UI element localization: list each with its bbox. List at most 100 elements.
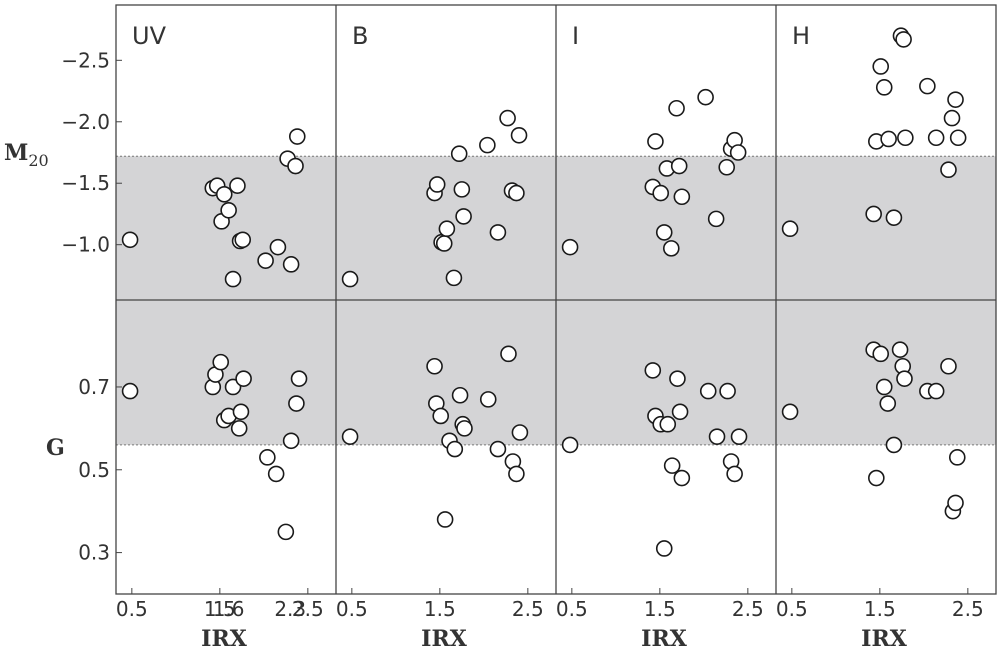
g-data-point bbox=[947, 494, 964, 512]
m20-data-point bbox=[673, 188, 691, 206]
g-tick-label: 0.7 bbox=[78, 375, 110, 399]
m20-data-point bbox=[287, 157, 304, 175]
m20-data-point bbox=[455, 208, 472, 225]
m20-tick-label: −1.0 bbox=[61, 233, 110, 257]
g-data-point bbox=[436, 511, 454, 528]
m20-data-point bbox=[499, 109, 516, 127]
x-tick-label: 1.5 bbox=[204, 597, 236, 621]
g-data-point bbox=[259, 449, 276, 466]
g-data-point bbox=[451, 386, 469, 404]
panel-band-label: I bbox=[572, 22, 579, 50]
m20-data-point bbox=[269, 238, 287, 256]
panel-band-label: B bbox=[352, 22, 368, 50]
m20-data-point bbox=[919, 77, 936, 95]
m20-data-point bbox=[234, 231, 252, 249]
x-tick-label: 1.5 bbox=[424, 597, 456, 621]
data-points bbox=[121, 27, 967, 557]
m20-data-point bbox=[865, 205, 882, 223]
y-axis-label-m20: M20 bbox=[4, 140, 49, 170]
m20-data-point bbox=[647, 133, 664, 150]
m20-data-point bbox=[341, 270, 359, 288]
x-tick-label: 0.5 bbox=[776, 597, 808, 621]
m20-data-point bbox=[288, 128, 306, 145]
x-tick-label: 2.5 bbox=[512, 597, 544, 621]
g-data-point bbox=[561, 436, 579, 454]
g-data-point bbox=[879, 395, 897, 412]
g-data-point bbox=[671, 403, 689, 421]
panel-frames bbox=[115, 4, 997, 595]
m20-data-point bbox=[781, 220, 799, 238]
g-data-point bbox=[885, 436, 903, 454]
g-data-point bbox=[230, 420, 248, 437]
m20-data-point bbox=[895, 31, 912, 48]
m20-data-point bbox=[880, 130, 897, 148]
g-data-point bbox=[875, 378, 893, 396]
m20-data-point bbox=[949, 129, 967, 147]
m20-data-point bbox=[479, 136, 496, 154]
g-data-point bbox=[267, 465, 285, 483]
g-data-point bbox=[940, 357, 957, 375]
m20-data-point bbox=[927, 129, 945, 147]
g-data-point bbox=[500, 345, 517, 363]
m20-data-point bbox=[257, 252, 274, 269]
g-data-point bbox=[896, 370, 913, 387]
g-data-point bbox=[456, 420, 473, 437]
g-data-point bbox=[673, 469, 691, 487]
m20-data-point bbox=[508, 184, 525, 202]
x-minor-tick-label: 2.3 bbox=[274, 597, 306, 621]
x-axis-label: IRX bbox=[421, 626, 468, 652]
m20-data-point bbox=[697, 88, 714, 106]
panel-band-label: H bbox=[792, 22, 810, 50]
m20-data-point bbox=[224, 270, 242, 288]
m20-data-point bbox=[215, 185, 233, 203]
x-axis-label: IRX bbox=[861, 626, 908, 652]
g-data-point bbox=[644, 362, 662, 379]
g-data-point bbox=[121, 382, 139, 400]
x-tick-label: 0.5 bbox=[116, 597, 148, 621]
g-data-point bbox=[659, 415, 677, 433]
m20-data-point bbox=[489, 224, 507, 241]
m20-data-point bbox=[450, 145, 468, 163]
m20-data-point bbox=[875, 79, 893, 96]
m20-data-point bbox=[428, 176, 446, 193]
g-data-point bbox=[235, 370, 252, 387]
g-data-point bbox=[432, 407, 450, 425]
m20-data-point bbox=[229, 177, 246, 194]
m20-data-point bbox=[438, 220, 456, 238]
m20-data-point bbox=[453, 181, 471, 198]
x-axis-label: IRX bbox=[201, 626, 248, 652]
m20-data-point bbox=[947, 91, 964, 108]
x-tick-label: 1.5 bbox=[644, 597, 676, 621]
g-data-point bbox=[288, 395, 305, 412]
m20-data-point bbox=[435, 235, 453, 252]
x-tick-label: 2.5 bbox=[952, 597, 984, 621]
m20-tick-label: −2.0 bbox=[61, 110, 110, 134]
g-data-point bbox=[872, 345, 890, 363]
x-tick-label: 0.5 bbox=[336, 597, 368, 621]
g-data-point bbox=[655, 540, 673, 557]
m20-data-point bbox=[668, 99, 685, 117]
g-data-point bbox=[282, 432, 300, 450]
m20-data-point bbox=[662, 240, 680, 257]
g-data-point bbox=[781, 403, 799, 421]
m20-data-point bbox=[220, 201, 237, 219]
g-data-point bbox=[927, 382, 945, 400]
g-data-point bbox=[891, 341, 909, 358]
g-data-point bbox=[511, 424, 529, 441]
x-tick-label: 2.5 bbox=[292, 597, 324, 621]
g-data-point bbox=[669, 370, 686, 387]
g-data-point bbox=[446, 440, 464, 458]
g-tick-label: 0.3 bbox=[78, 541, 110, 565]
m20-data-point bbox=[445, 269, 463, 287]
x-minor-tick-label: 1.6 bbox=[213, 597, 245, 621]
g-data-point bbox=[489, 440, 507, 458]
g-data-point bbox=[730, 428, 748, 445]
y-axis-label-g: G bbox=[46, 435, 65, 461]
x-axis-label: IRX bbox=[641, 626, 688, 652]
g-data-point bbox=[868, 469, 885, 487]
g-data-point bbox=[663, 457, 681, 474]
m20-data-point bbox=[510, 126, 528, 144]
g-data-point bbox=[726, 465, 743, 483]
m20-tick-label: −1.5 bbox=[61, 171, 110, 195]
